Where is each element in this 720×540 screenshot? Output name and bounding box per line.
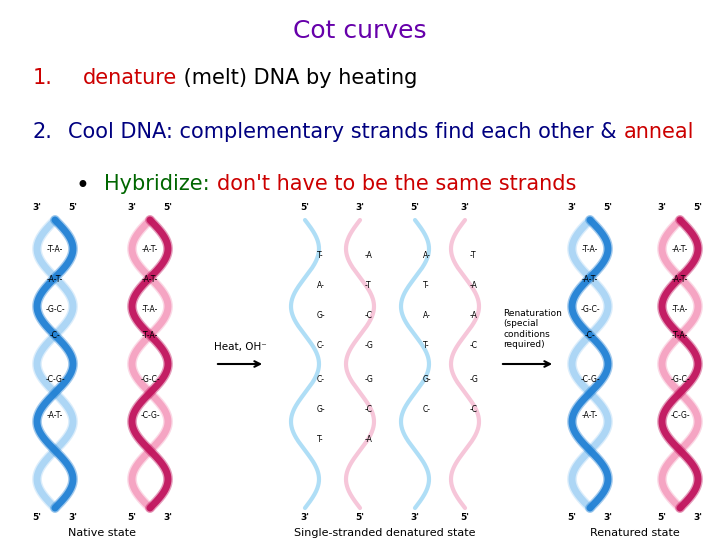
Text: -G-C-: -G-C- <box>45 306 65 314</box>
Text: -G-C-: -G-C- <box>580 306 600 314</box>
Text: 5': 5' <box>356 513 364 522</box>
Text: -A-T-: -A-T- <box>47 410 63 420</box>
Text: 5': 5' <box>300 203 310 212</box>
Text: Hybridize:: Hybridize: <box>104 174 217 194</box>
Text: -C: -C <box>470 341 478 349</box>
Text: -A-T-: -A-T- <box>142 246 158 254</box>
Text: -C-: -C- <box>585 330 595 340</box>
Text: -C-: -C- <box>50 330 60 340</box>
Text: -T-A-: -T-A- <box>672 330 688 340</box>
Text: T-: T- <box>423 280 430 289</box>
Text: 3': 3' <box>693 513 703 522</box>
Text: G-: G- <box>423 375 431 384</box>
Text: -A-T-: -A-T- <box>142 275 158 285</box>
Text: Cool DNA: complementary strands find each other &: Cool DNA: complementary strands find eac… <box>68 122 624 141</box>
Text: Native state: Native state <box>68 528 137 538</box>
Text: T-: T- <box>317 435 323 444</box>
Text: Heat, OH⁻: Heat, OH⁻ <box>214 342 266 352</box>
Text: 3': 3' <box>163 513 173 522</box>
Text: C-: C- <box>317 341 325 349</box>
Text: T-: T- <box>317 251 323 260</box>
Text: -T-A-: -T-A- <box>142 306 158 314</box>
Text: •: • <box>76 174 90 198</box>
Text: -G: -G <box>365 375 374 384</box>
Text: A-: A- <box>423 310 431 320</box>
Text: 3': 3' <box>300 513 310 522</box>
Text: C-: C- <box>317 375 325 384</box>
Text: 5': 5' <box>461 513 469 522</box>
Text: 3': 3' <box>461 203 469 212</box>
Text: 3': 3' <box>127 203 137 212</box>
Text: 5': 5' <box>603 203 613 212</box>
Text: -C-G-: -C-G- <box>580 375 600 384</box>
Text: -A: -A <box>365 251 373 260</box>
Text: 3': 3' <box>68 513 78 522</box>
Text: A-: A- <box>317 280 325 289</box>
Text: don't have to be the same strands: don't have to be the same strands <box>217 174 576 194</box>
Text: T-: T- <box>423 341 430 349</box>
Text: A-: A- <box>423 251 431 260</box>
Text: -G-C-: -G-C- <box>140 375 160 384</box>
Text: C-: C- <box>423 406 431 415</box>
Text: -C-G-: -C-G- <box>45 375 65 384</box>
Text: -C: -C <box>470 406 478 415</box>
Text: -T-A-: -T-A- <box>672 306 688 314</box>
Text: -T: -T <box>470 251 477 260</box>
Text: -C: -C <box>365 406 373 415</box>
Text: denature: denature <box>83 68 177 87</box>
Text: 3': 3' <box>32 203 42 212</box>
Text: Single-stranded denatured state: Single-stranded denatured state <box>294 528 476 538</box>
Text: -G: -G <box>470 375 479 384</box>
Text: -T-A-: -T-A- <box>582 246 598 254</box>
Text: G-: G- <box>317 310 325 320</box>
Text: -T: -T <box>365 280 372 289</box>
Text: 5': 5' <box>163 203 173 212</box>
Text: -T-A-: -T-A- <box>47 246 63 254</box>
Text: -C-G-: -C-G- <box>140 410 160 420</box>
Text: -C-G-: -C-G- <box>670 410 690 420</box>
Text: 5': 5' <box>657 513 667 522</box>
Text: -T-A-: -T-A- <box>142 330 158 340</box>
Text: 1.: 1. <box>32 68 53 87</box>
Text: -C: -C <box>365 310 373 320</box>
Text: 3': 3' <box>603 513 613 522</box>
Text: -G: -G <box>365 341 374 349</box>
Text: -A-T-: -A-T- <box>672 275 688 285</box>
Text: -A-T-: -A-T- <box>47 275 63 285</box>
Text: G-: G- <box>317 406 325 415</box>
Text: -A: -A <box>365 435 373 444</box>
Text: 3': 3' <box>657 203 667 212</box>
Text: Cot curves: Cot curves <box>293 19 427 43</box>
Text: anneal: anneal <box>624 122 694 141</box>
Text: 5': 5' <box>32 513 42 522</box>
Text: 5': 5' <box>68 203 78 212</box>
Text: -A: -A <box>470 280 478 289</box>
Text: -A: -A <box>470 310 478 320</box>
Text: -A-T-: -A-T- <box>582 410 598 420</box>
Text: Renatured state: Renatured state <box>590 528 680 538</box>
Text: (melt) DNA by heating: (melt) DNA by heating <box>177 68 418 87</box>
Text: 5': 5' <box>127 513 137 522</box>
Text: -A-T-: -A-T- <box>582 275 598 285</box>
Text: -G-C-: -G-C- <box>670 375 690 384</box>
Text: 2.: 2. <box>32 122 53 141</box>
Text: 5': 5' <box>567 513 577 522</box>
Text: Renaturation
(special
conditions
required): Renaturation (special conditions require… <box>503 309 562 349</box>
Text: 3': 3' <box>567 203 577 212</box>
Text: 5': 5' <box>410 203 420 212</box>
Text: 3': 3' <box>356 203 364 212</box>
Text: -A-T-: -A-T- <box>672 246 688 254</box>
Text: 3': 3' <box>410 513 420 522</box>
Text: 5': 5' <box>693 203 703 212</box>
